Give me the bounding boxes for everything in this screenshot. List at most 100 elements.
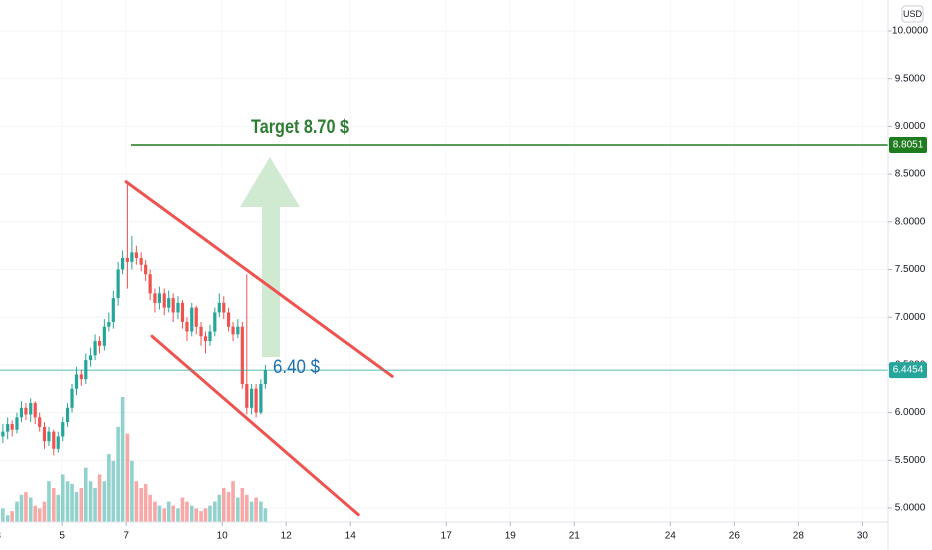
volume-bar <box>130 460 134 522</box>
candle-body <box>162 293 166 308</box>
target-arrow <box>240 157 300 357</box>
candle-body <box>240 326 244 384</box>
volume-bar <box>153 501 157 522</box>
candle-body <box>171 298 175 313</box>
y-tick-label: 6.0000 <box>895 407 926 418</box>
candle-body <box>42 426 47 442</box>
candle-body <box>167 298 171 308</box>
currency-label: USD <box>903 9 923 19</box>
candle-body <box>250 388 254 408</box>
candle-body <box>24 407 28 415</box>
candle-body <box>97 341 102 346</box>
volume-bar <box>15 501 19 522</box>
volume-bar <box>203 508 208 522</box>
volume-layer <box>1 397 268 522</box>
candle-body <box>125 258 130 262</box>
candle-body <box>47 431 51 442</box>
candle-body <box>208 331 212 342</box>
candle-body <box>1 431 5 437</box>
x-tick-label: 26 <box>729 531 741 542</box>
volume-bar <box>28 497 33 522</box>
candle-body <box>194 307 198 327</box>
volume-bar <box>107 454 111 522</box>
volume-bar <box>249 501 254 522</box>
channel-line <box>124 180 394 378</box>
volume-bar <box>226 492 231 522</box>
volume-bar <box>171 505 175 522</box>
y-tick-label: 10.0000 <box>892 26 929 37</box>
candle-body <box>144 264 148 275</box>
volume-bar <box>189 505 194 522</box>
volume-bar <box>139 488 143 522</box>
y-tick-label: 8.0000 <box>895 216 926 227</box>
volume-bar <box>42 501 47 522</box>
price-label-box <box>889 362 927 379</box>
volume-bar <box>221 488 226 522</box>
price-label-box <box>889 136 927 153</box>
y-tick-label: 7.0000 <box>895 312 926 323</box>
candle-body <box>245 383 249 408</box>
candle-body <box>190 307 194 332</box>
candle-body <box>134 252 138 259</box>
volume-bar <box>212 501 217 522</box>
candle-body <box>199 326 203 337</box>
candle-body <box>29 403 33 415</box>
volume-bar <box>148 494 152 522</box>
volume-bar <box>116 426 120 522</box>
volume-bar <box>79 488 84 522</box>
currency-box <box>901 5 924 23</box>
price-label: 6.4454 <box>893 365 924 376</box>
candle-body <box>236 326 240 335</box>
x-tick-label: 19 <box>505 531 517 542</box>
candle-body <box>111 298 115 322</box>
volume-bar <box>33 505 38 522</box>
candle-body <box>33 403 37 418</box>
y-tick-label: 8.5000 <box>895 169 926 180</box>
candle-body <box>153 293 157 303</box>
x-tick-label: 28 <box>793 531 805 542</box>
y-tick-label: 9.0000 <box>895 121 926 132</box>
candle-body <box>148 274 152 294</box>
candle-body <box>180 302 185 322</box>
candle-body <box>116 269 120 299</box>
target-annotation: Target 8.70 $ <box>251 117 349 138</box>
candle-body <box>79 374 83 380</box>
candle-body <box>130 252 134 262</box>
volume-bar <box>83 467 88 522</box>
volume-bar <box>157 505 162 522</box>
y-tick-label: 5.0000 <box>895 503 926 514</box>
candle-body <box>88 355 93 361</box>
candle-body <box>61 422 65 437</box>
candle-body <box>15 417 19 430</box>
volume-bar <box>194 508 199 522</box>
candle-body <box>19 407 24 418</box>
volume-bar <box>102 481 107 522</box>
channel-line <box>150 334 360 517</box>
volume-bar <box>185 501 189 522</box>
candle-body <box>203 336 208 342</box>
volume-bar <box>24 492 28 522</box>
x-tick-label: 10 <box>217 531 229 542</box>
candle-body <box>70 388 74 408</box>
volume-bar <box>70 483 74 522</box>
x-tick-label: 21 <box>569 531 581 542</box>
axes-layer: 5.00005.50006.00006.50007.00007.50008.00… <box>0 26 929 542</box>
volume-bar <box>231 481 235 522</box>
candle-body <box>231 326 235 335</box>
x-tick-label: 17 <box>441 531 453 542</box>
candle-body <box>10 424 14 430</box>
volume-bar <box>5 515 10 522</box>
volume-bar <box>37 508 42 522</box>
volume-bar <box>88 481 93 522</box>
volume-bar <box>93 488 97 522</box>
volume-bar <box>60 474 65 522</box>
drawings-layer <box>0 144 888 517</box>
volume-bar <box>162 508 167 522</box>
volume-bar <box>19 494 24 522</box>
candle-body <box>74 374 79 389</box>
volume-bar <box>134 481 139 522</box>
x-tick-label: 14 <box>345 531 357 542</box>
candle-body <box>222 302 226 313</box>
candle-body <box>84 360 88 380</box>
